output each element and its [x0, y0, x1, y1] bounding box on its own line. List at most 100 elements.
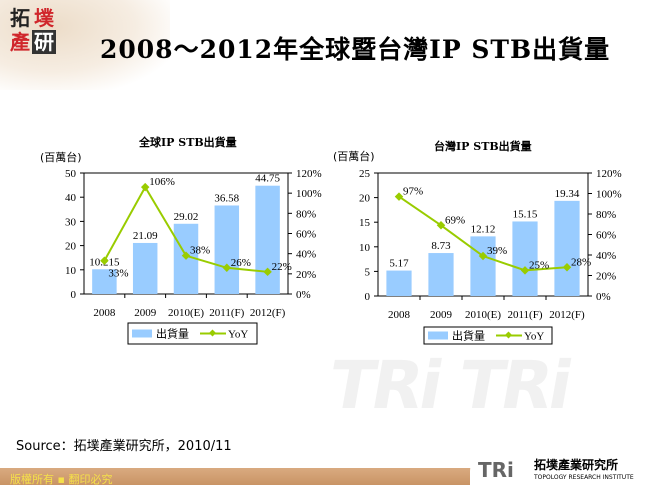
bar-data-label: 15.15	[513, 208, 538, 220]
y-tick-label: 0	[365, 291, 371, 303]
page-title: 2008～2012年全球暨台灣IP STB出貨量	[100, 35, 611, 64]
yoy-point	[562, 263, 572, 272]
tri-logo: TRi	[478, 458, 514, 482]
yoy-point	[222, 263, 232, 273]
y2-tick-label: 0%	[296, 289, 311, 301]
logo-char: 研	[32, 30, 56, 54]
x-tick-label: 2011(F)	[507, 309, 542, 321]
yoy-point	[478, 251, 488, 261]
y2-tick-label: 120%	[296, 168, 322, 180]
x-tick-label: 2010(E)	[168, 307, 204, 319]
bar-data-label: 44.75	[255, 173, 280, 185]
y2-tick-label: 80%	[596, 209, 616, 221]
y2-tick-label: 120%	[596, 168, 622, 180]
yoy-point	[520, 266, 530, 275]
legend-line-marker	[504, 331, 513, 339]
x-tick-label: 2011(F)	[209, 307, 244, 319]
bar-data-label: 12.12	[471, 223, 496, 235]
legend-label-yoy: YoY	[228, 329, 248, 341]
yoy-data-label: 25%	[529, 259, 549, 271]
brand-block: TRi 拓墣產業研究所 TOPOLOGY RESEARCH INSTITUTE	[470, 457, 650, 485]
y-tick-label: 15	[359, 217, 371, 229]
x-tick-label: 2012(F)	[549, 309, 585, 321]
legend-bar-swatch	[132, 329, 152, 338]
yoy-point	[436, 221, 446, 230]
company-logo: 拓墣 產研	[8, 6, 58, 54]
y2-tick-label: 80%	[296, 208, 316, 220]
yoy-point	[140, 182, 150, 192]
x-tick-label: 2010(E)	[465, 309, 501, 321]
yoy-data-label: 106%	[149, 176, 175, 188]
yoy-data-label: 97%	[403, 186, 423, 198]
x-tick-label: 2008	[93, 307, 116, 319]
yoy-point	[181, 251, 191, 260]
yoy-point	[100, 256, 109, 265]
bar	[214, 205, 240, 294]
y2-tick-label: 60%	[596, 230, 616, 242]
bar	[255, 185, 280, 294]
y2-tick-label: 100%	[596, 189, 622, 201]
yoy-data-label: 69%	[445, 214, 465, 226]
legend-label-shipments: 出貨量	[156, 327, 189, 341]
y-tick-label: 10	[359, 242, 371, 254]
chart2-title: 台灣IP STB出貨量	[434, 140, 532, 153]
y-tick-label: 20	[359, 193, 371, 205]
legend-label-shipments: 出貨量	[452, 329, 485, 343]
copyright-text: 版權所有 ▪ 翻印必究	[10, 473, 113, 486]
brand-name-cn: 拓墣產業研究所	[534, 458, 619, 472]
y-tick-label: 5	[365, 266, 371, 278]
yoy-data-label: 28%	[571, 256, 591, 268]
legend-label-yoy: YoY	[524, 331, 544, 343]
logo-char: 墣	[34, 6, 54, 30]
y-tick-label: 20	[65, 241, 77, 253]
legend-line-marker	[208, 329, 217, 337]
brand-name-en: TOPOLOGY RESEARCH INSTITUTE	[534, 474, 634, 481]
y2-tick-label: 40%	[596, 250, 616, 262]
y-tick-label: 25	[359, 168, 371, 180]
y2-tick-label: 60%	[296, 229, 316, 241]
legend-bar-swatch	[428, 331, 448, 340]
yoy-data-label: 38%	[190, 245, 210, 257]
bar-data-label: 29.02	[174, 211, 199, 223]
bar	[512, 221, 538, 296]
bar-data-label: 8.73	[431, 240, 451, 252]
bar-data-label: 19.34	[555, 188, 580, 200]
logo-char: 拓	[10, 6, 30, 30]
yoy-point	[394, 192, 404, 201]
bar	[470, 236, 496, 296]
legend	[423, 326, 553, 345]
y2-tick-label: 40%	[296, 249, 316, 261]
bar	[92, 269, 117, 294]
y2-tick-label: 20%	[596, 271, 616, 283]
header-decoration	[0, 0, 170, 90]
logo-char: 產	[10, 30, 30, 54]
chart1-unit: (百萬台)	[40, 151, 82, 164]
bar-data-label: 21.09	[133, 230, 158, 242]
yoy-data-label: 39%	[487, 245, 507, 257]
bar-data-label: 36.58	[214, 192, 239, 204]
y2-tick-label: 100%	[296, 188, 322, 200]
y2-tick-label: 20%	[296, 269, 316, 281]
y-tick-label: 50	[65, 168, 77, 180]
bar	[132, 242, 158, 294]
x-tick-label: 2009	[134, 307, 157, 319]
chart2-unit: (百萬台)	[333, 150, 375, 163]
x-tick-label: 2012(F)	[250, 307, 286, 319]
yoy-data-label: 26%	[231, 257, 251, 269]
x-tick-label: 2009	[430, 309, 453, 321]
y-tick-label: 10	[65, 265, 77, 277]
bar	[554, 200, 580, 296]
bar-data-label: 5.17	[389, 258, 409, 270]
bar	[428, 253, 454, 296]
y-tick-label: 30	[65, 216, 77, 228]
bar	[386, 270, 412, 296]
x-tick-label: 2008	[388, 309, 411, 321]
yoy-point	[263, 267, 272, 277]
y-tick-label: 40	[65, 192, 77, 204]
y-tick-label: 0	[71, 289, 77, 301]
y2-tick-label: 0%	[596, 291, 611, 303]
source-note: Source：拓墣產業研究所，2010/11	[16, 439, 232, 454]
legend	[127, 322, 258, 345]
chart1-title: 全球IP STB出貨量	[139, 136, 237, 149]
